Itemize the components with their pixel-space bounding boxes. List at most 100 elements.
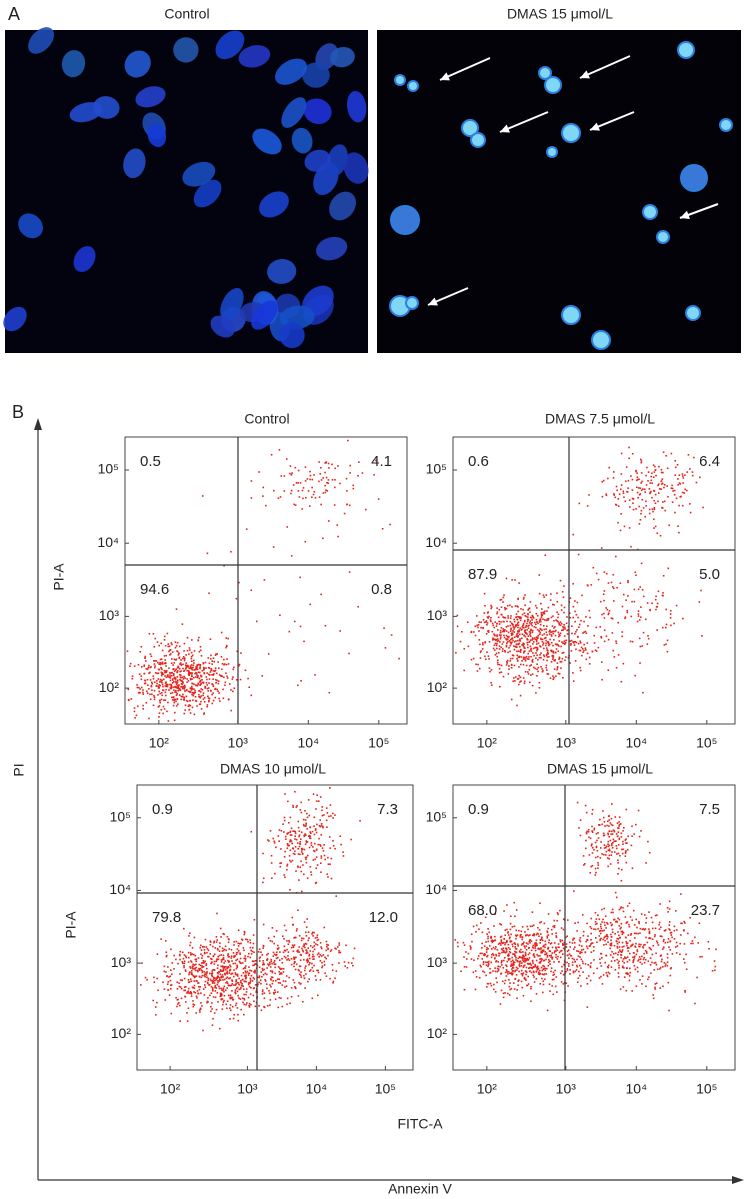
event-dot (231, 983, 234, 985)
event-dot (640, 509, 643, 512)
event-dot (498, 608, 501, 611)
event-dot (532, 954, 535, 956)
event-dot (240, 974, 243, 977)
event-dot (591, 846, 594, 849)
event-dot (247, 677, 249, 680)
event-dot (574, 660, 577, 662)
event-dot (659, 966, 662, 969)
event-dot (211, 989, 214, 991)
event-dot (245, 993, 247, 996)
event-dot (510, 622, 513, 625)
event-dot (537, 926, 539, 929)
event-dot (311, 956, 314, 958)
event-dot (500, 923, 502, 926)
event-dot (271, 877, 273, 879)
event-dot (658, 928, 661, 931)
event-dot (226, 935, 229, 938)
event-dot (579, 819, 582, 821)
nucleus (252, 128, 282, 155)
event-dot (606, 975, 609, 978)
event-dot (509, 624, 512, 627)
event-dot (601, 921, 603, 923)
event-dot (200, 675, 202, 678)
event-dot (678, 504, 680, 507)
event-dot (313, 816, 316, 819)
event-dot (292, 924, 294, 926)
event-dot (296, 805, 298, 807)
event-dot (657, 484, 659, 487)
event-dot (190, 960, 192, 962)
event-dot (231, 972, 233, 975)
event-dot (305, 822, 307, 825)
event-dot (556, 620, 558, 622)
event-dot (219, 942, 221, 944)
event-dot (553, 951, 556, 954)
event-dot (277, 835, 280, 837)
event-dot (483, 954, 485, 956)
event-dot (326, 812, 329, 814)
event-dot (539, 902, 541, 905)
event-dot (673, 493, 676, 496)
event-dot (547, 644, 550, 647)
event-dot (645, 474, 647, 477)
event-dot (511, 945, 514, 948)
event-dot (598, 918, 601, 921)
event-dot (152, 999, 155, 1002)
event-dot (155, 1014, 157, 1016)
event-dot (550, 956, 553, 958)
event-dot (651, 508, 654, 511)
event-dot (505, 664, 508, 666)
event-dot (549, 629, 551, 632)
event-dot (496, 949, 499, 951)
event-dot (545, 654, 548, 657)
event-dot (188, 973, 190, 976)
event-dot (225, 965, 227, 968)
event-dot (472, 925, 475, 928)
event-dot (693, 456, 695, 459)
event-dot (133, 665, 136, 667)
event-dot (223, 978, 226, 981)
event-dot (309, 969, 312, 971)
event-dot (486, 946, 488, 949)
event-dot (203, 712, 206, 714)
event-dot (490, 681, 492, 684)
event-dot (642, 691, 644, 694)
event-dot (564, 628, 566, 630)
event-dot (145, 668, 148, 670)
event-dot (324, 972, 327, 975)
event-dot (524, 959, 526, 962)
event-dot (520, 656, 523, 658)
event-dot (633, 955, 636, 958)
event-dot (507, 946, 510, 949)
event-dot (620, 868, 623, 871)
event-dot (506, 971, 509, 973)
event-dot (203, 970, 206, 973)
event-dot (657, 492, 660, 494)
event-dot (219, 979, 222, 982)
event-dot (527, 609, 529, 611)
event-dot (170, 662, 173, 664)
event-dot (546, 937, 549, 939)
event-dot (176, 981, 178, 984)
event-dot (295, 963, 298, 966)
event-dot (210, 992, 213, 994)
event-dot (586, 983, 589, 985)
event-dot (567, 629, 569, 631)
event-dot (281, 967, 283, 970)
event-dot (381, 528, 384, 530)
event-dot (499, 685, 501, 688)
event-dot (286, 526, 289, 528)
event-dot (203, 669, 205, 671)
event-dot (544, 978, 546, 981)
event-dot (626, 973, 629, 975)
event-dot (537, 973, 540, 975)
event-dot (465, 951, 467, 953)
nucleus (680, 164, 708, 192)
event-dot (213, 941, 215, 944)
event-dot (522, 943, 525, 945)
event-dot (377, 498, 380, 500)
event-dot (139, 650, 142, 653)
event-dot (242, 985, 245, 988)
event-dot (522, 624, 525, 626)
event-dot (645, 862, 647, 864)
